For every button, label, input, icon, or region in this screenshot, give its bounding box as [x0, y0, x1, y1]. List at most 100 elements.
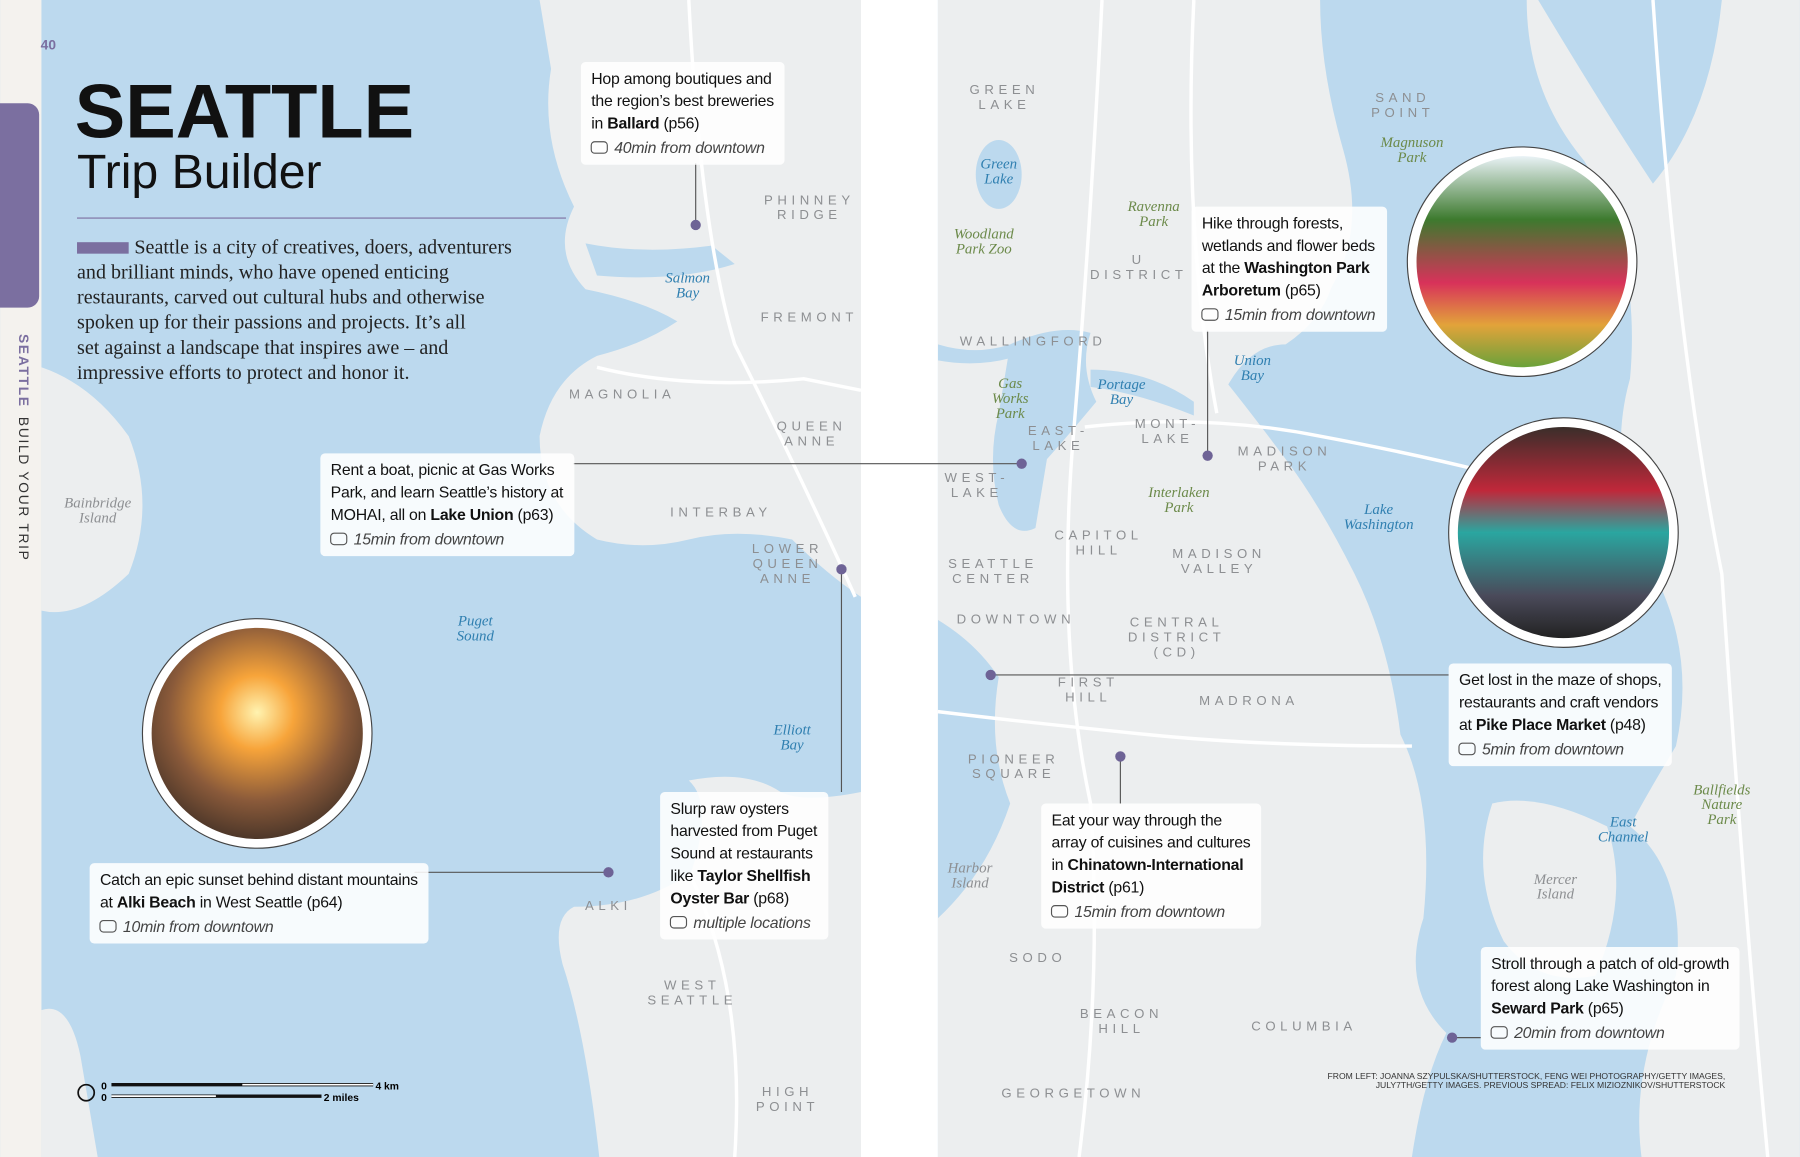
- map-labels: PHINNEYRIDGEFREMONTMAGNOLIAQUEENANNEINTE…: [64, 82, 1750, 1114]
- district-label: HIGH: [762, 1084, 813, 1099]
- park-label: Woodland: [954, 227, 1014, 243]
- callout-text: restaurants and craft vendors: [1459, 695, 1659, 712]
- district-label: U: [1132, 252, 1146, 267]
- island-label: Island: [78, 510, 117, 526]
- island-label: Island: [950, 875, 989, 891]
- callout-time: 5min from downtown: [1482, 742, 1624, 759]
- callout-text: Eat your way through the: [1052, 812, 1223, 829]
- road: [1065, 0, 1104, 1157]
- callout: Catch an epic sunset behind distant moun…: [89, 863, 429, 944]
- pin: [1446, 1032, 1458, 1043]
- district-label: MAGNOLIA: [569, 386, 675, 401]
- side-tab: [0, 103, 40, 308]
- callout-line: at the Washington Park: [1202, 260, 1370, 277]
- pin: [603, 867, 614, 878]
- district-label: SAND: [1375, 90, 1430, 105]
- time-icon: [590, 141, 608, 154]
- callout: Hike through forests, wetlands and flower…: [1191, 206, 1388, 332]
- scale-label: 2 miles: [324, 1093, 359, 1104]
- title: SEATTLE: [75, 70, 414, 155]
- callout-line: Get lost in the maze of shops,: [1459, 672, 1662, 689]
- district-label: MADRONA: [1199, 693, 1299, 708]
- pin: [1202, 450, 1213, 461]
- callout-text: Pike Place Market: [1476, 717, 1607, 734]
- callout-line: like Taylor Shellfish: [670, 868, 810, 885]
- callout-text: Park, and learn Seattle’s history at: [331, 485, 564, 502]
- park-label: Magnuson: [1379, 135, 1443, 151]
- callout-text: Catch an epic sunset behind distant moun…: [100, 872, 418, 889]
- green-lake: [975, 140, 1022, 209]
- callout-box: [1041, 803, 1262, 929]
- mercer-island: [1483, 800, 1617, 978]
- callout-text: Rent a boat, picnic at Gas Works: [331, 462, 555, 479]
- island-label: Bainbridge: [64, 495, 131, 511]
- water-label: Union: [1234, 353, 1271, 369]
- callout-text: at the: [1202, 260, 1244, 277]
- district-label: RIDGE: [777, 207, 842, 222]
- elliott-bay: [937, 619, 1011, 919]
- pin: [836, 564, 847, 575]
- island-label: Harbor: [947, 860, 993, 876]
- callout-text: (p65): [1584, 1001, 1624, 1018]
- callout-text: harvested from Puget: [670, 823, 818, 840]
- district-label: WALLINGFORD: [960, 333, 1107, 348]
- photo-alki-sunset: [151, 627, 363, 840]
- callout-text: in: [591, 116, 607, 133]
- roads: [596, 0, 1770, 1157]
- callout-text: at: [1459, 717, 1476, 734]
- callout-time: 10min from downtown: [123, 919, 274, 936]
- callout-text: (p63): [513, 507, 553, 524]
- callout-text: Seward Park: [1491, 1001, 1584, 1018]
- district-label: PIONEER: [968, 751, 1060, 766]
- park-label: Nature: [1700, 797, 1742, 813]
- callout-line: Rent a boat, picnic at Gas Works: [331, 462, 555, 479]
- island-label: Mercer: [1533, 872, 1578, 888]
- scale-label: 0: [101, 1081, 107, 1092]
- callout-box: [580, 61, 785, 165]
- district-label: BEACON: [1080, 1006, 1163, 1021]
- district-label: QUEEN: [753, 556, 823, 571]
- callouts: Hop among boutiques and the region’s best…: [89, 61, 1740, 1050]
- callout-box: [1191, 206, 1388, 332]
- water-label: Bay: [1110, 392, 1134, 408]
- park-label: Park Zoo: [955, 242, 1012, 258]
- callout-line: Eat your way through the: [1052, 812, 1223, 829]
- callout-line: wetlands and flower beds: [1201, 238, 1375, 255]
- district-label: MADISON: [1238, 444, 1332, 459]
- district-label: PHINNEY: [764, 192, 855, 207]
- park-label: Park: [1138, 214, 1168, 230]
- district-label: WEST: [664, 977, 720, 992]
- callout-line: at Pike Place Market (p48): [1459, 717, 1646, 734]
- callout-text: Ballard: [607, 116, 659, 133]
- water-label: Washington: [1344, 517, 1414, 533]
- callout: Slurp raw oysters harvested from Puget Sou…: [660, 791, 829, 940]
- callout-line: Arboretum (p65): [1202, 283, 1321, 300]
- callout-text: Chinatown-International: [1068, 857, 1244, 874]
- water-label: Bay: [676, 285, 700, 301]
- side-label: SEATTLE BUILD YOUR TRIP: [16, 334, 31, 562]
- callout-line: restaurants and craft vendors: [1459, 695, 1659, 712]
- road: [596, 365, 862, 392]
- district-label: MONT-: [1135, 416, 1200, 431]
- callout-text: Washington Park: [1244, 260, 1370, 277]
- callout-box: [660, 791, 829, 940]
- callout: Rent a boat, picnic at Gas Works Park, an…: [320, 453, 575, 557]
- callout-line: in Chinatown-International: [1052, 857, 1244, 874]
- callout-text: Arboretum: [1202, 283, 1281, 300]
- district-label: COLUMBIA: [1251, 1019, 1357, 1034]
- callout-text: MOHAI, all on: [331, 507, 431, 524]
- district-label: SQUARE: [972, 766, 1055, 781]
- callout-line: Catch an epic sunset behind distant moun…: [100, 872, 418, 889]
- district-label: LOWER: [752, 541, 823, 556]
- district-label: PARK: [1258, 459, 1311, 474]
- credit: FROM LEFT: JOANNA SZYPULSKA/SHUTTERSTOCK…: [1328, 1071, 1726, 1081]
- district-label: ANNE: [784, 433, 839, 448]
- district-label: INTERBAY: [670, 505, 772, 520]
- district-label: ALKI: [585, 898, 632, 913]
- time-icon: [330, 532, 348, 546]
- photo-pike-place: [1457, 426, 1670, 639]
- callout-box: [320, 453, 575, 557]
- park-label: Ravenna: [1127, 199, 1180, 215]
- park-label: Works: [992, 391, 1029, 407]
